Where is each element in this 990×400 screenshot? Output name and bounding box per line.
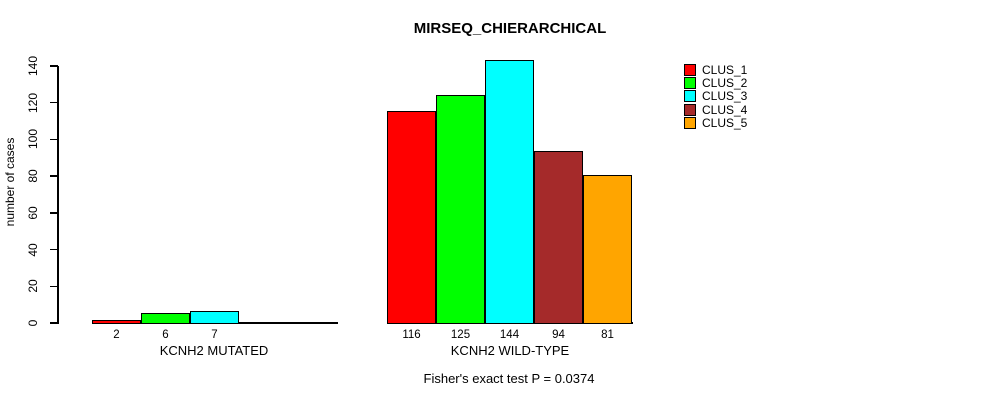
- y-tick-mark: [50, 248, 58, 251]
- y-tick-mark: [50, 175, 58, 177]
- y-tick-label: 120: [26, 92, 40, 113]
- bar-value-label: 116: [402, 329, 421, 341]
- legend-row-clus_2: CLUS_2: [684, 76, 748, 91]
- y-tick-label: 140: [26, 55, 40, 77]
- legend-label: CLUS_1: [702, 62, 748, 77]
- bar-value-label: 94: [552, 329, 565, 341]
- legend-row-clus_1: CLUS_1: [684, 62, 748, 77]
- legend-swatch-icon: [684, 77, 696, 90]
- bar-clus_5-group2: [583, 175, 632, 324]
- y-tick-label: 20: [26, 279, 40, 293]
- bar-value-label: 7: [211, 329, 218, 341]
- legend: CLUS_1 CLUS_2 CLUS_3 CLUS_4 CLUS_5: [684, 63, 747, 130]
- legend-label: CLUS_5: [702, 116, 748, 131]
- y-axis-line: [57, 66, 59, 324]
- y-tick-mark: [50, 138, 58, 141]
- y-tick-label: 40: [26, 242, 40, 257]
- y-tick-label: 0: [26, 319, 40, 327]
- y-tick-label: 60: [26, 206, 40, 220]
- legend-swatch-icon: [684, 117, 696, 130]
- legend-row-clus_4: CLUS_4: [684, 102, 748, 117]
- bar-clus_4-group2: [534, 151, 583, 324]
- chart-title: MIRSEQ_CHIERARCHICAL: [413, 20, 607, 37]
- legend-row-clus_3: CLUS_3: [684, 89, 748, 104]
- y-tick-mark: [50, 101, 58, 104]
- fisher-test-annotation: Fisher's exact test P = 0.0374: [423, 371, 595, 386]
- legend-label: CLUS_4: [702, 102, 748, 117]
- y-tick-mark: [50, 322, 58, 324]
- legend-row-clus_5: CLUS_5: [684, 116, 748, 131]
- legend-swatch-icon: [684, 103, 696, 116]
- bar-value-label: 6: [162, 329, 169, 341]
- bar-value-label: 144: [499, 329, 520, 341]
- y-tick-mark: [50, 212, 58, 214]
- y-tick-label: 80: [26, 169, 40, 183]
- bar-clus_3-group1: [190, 311, 239, 324]
- y-tick-label: 100: [26, 129, 40, 150]
- group-label-kcnh2-wild-type: KCNH2 WILD-TYPE: [450, 343, 570, 358]
- bar-value-label: 125: [450, 329, 471, 341]
- bar-value-label: 2: [113, 329, 120, 341]
- bar-value-label: 81: [601, 329, 614, 341]
- legend-label: CLUS_3: [702, 89, 748, 104]
- legend-label: CLUS_2: [702, 76, 748, 91]
- y-tick-mark: [50, 65, 58, 67]
- legend-swatch-icon: [684, 63, 696, 76]
- legend-swatch-icon: [684, 90, 696, 103]
- y-tick-mark: [50, 285, 58, 288]
- bar-clus_1-group2: [387, 111, 436, 324]
- bar-clus_3-group2: [485, 60, 534, 324]
- bar-clus_2-group2: [436, 95, 485, 324]
- y-axis-title: number of cases: [3, 137, 17, 227]
- bar-clus_1-group1: [92, 320, 141, 324]
- group-label-kcnh2-mutated: KCNH2 MUTATED: [159, 343, 269, 358]
- bar-clus_2-group1: [141, 313, 190, 324]
